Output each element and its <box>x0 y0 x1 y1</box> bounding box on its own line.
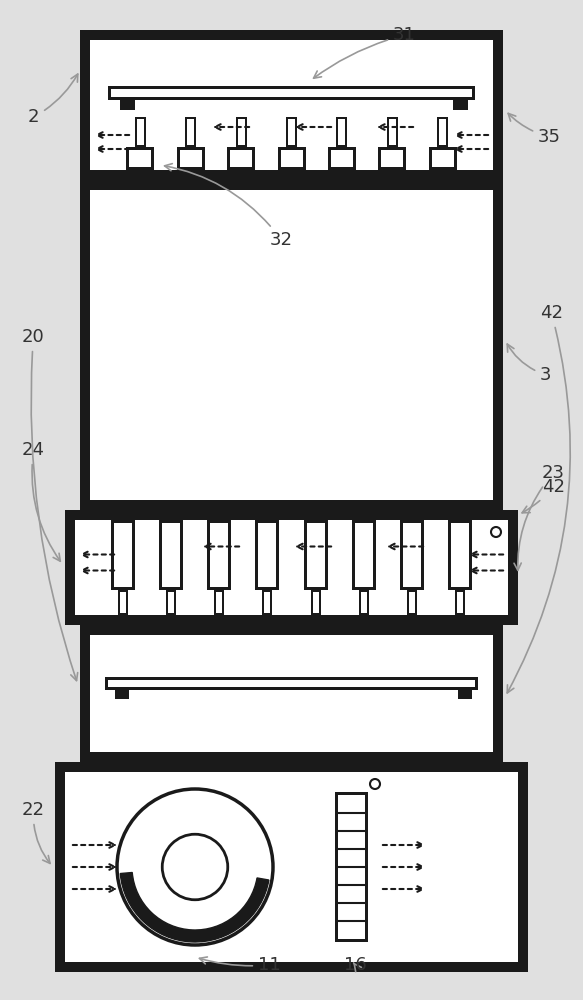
Text: 42: 42 <box>507 304 570 693</box>
Bar <box>180 150 202 167</box>
Bar <box>90 700 493 707</box>
Bar <box>80 180 503 510</box>
Bar <box>262 590 272 615</box>
Bar <box>331 150 353 167</box>
Bar <box>80 110 503 117</box>
Bar <box>236 117 247 147</box>
Bar <box>114 523 132 587</box>
Bar <box>407 590 417 615</box>
Bar <box>354 523 373 587</box>
Bar <box>162 523 180 587</box>
Bar <box>80 625 503 762</box>
Text: 3: 3 <box>507 344 552 384</box>
Bar <box>457 592 463 613</box>
Bar <box>352 520 375 590</box>
Bar <box>409 592 415 613</box>
Bar <box>55 762 528 972</box>
Bar <box>90 190 493 500</box>
Bar <box>361 592 367 613</box>
Bar <box>166 590 176 615</box>
Bar <box>429 147 456 170</box>
Bar <box>387 117 398 147</box>
Bar <box>90 110 493 117</box>
Bar <box>159 520 183 590</box>
Bar <box>177 147 205 170</box>
Bar <box>453 100 468 110</box>
Bar <box>111 89 472 97</box>
Bar <box>129 150 152 167</box>
Bar <box>108 86 475 100</box>
Bar <box>80 700 503 707</box>
Bar <box>215 590 224 615</box>
Bar <box>137 119 144 145</box>
Bar <box>258 523 276 587</box>
Bar <box>127 147 154 170</box>
Text: 20: 20 <box>22 328 78 681</box>
Bar <box>90 635 493 752</box>
Bar <box>208 520 231 590</box>
Bar <box>338 119 345 145</box>
Bar <box>90 40 493 170</box>
Bar <box>439 119 446 145</box>
Bar <box>455 590 465 615</box>
Bar <box>304 520 328 590</box>
Bar <box>120 100 135 110</box>
Text: 35: 35 <box>508 113 561 146</box>
Bar <box>338 795 365 939</box>
Bar <box>278 147 305 170</box>
Text: 16: 16 <box>344 956 367 974</box>
Bar <box>336 117 347 147</box>
Bar <box>286 117 297 147</box>
Bar <box>448 520 472 590</box>
Bar <box>458 690 472 699</box>
Bar <box>378 147 406 170</box>
Bar <box>216 592 222 613</box>
Bar <box>403 523 421 587</box>
Bar <box>105 677 478 690</box>
Bar <box>311 590 321 615</box>
Bar <box>389 119 396 145</box>
Bar <box>185 117 196 147</box>
Bar <box>65 772 518 962</box>
Bar <box>400 520 424 590</box>
Bar <box>307 523 325 587</box>
Bar <box>108 680 475 687</box>
Bar <box>227 147 255 170</box>
Bar <box>255 520 279 590</box>
Text: 32: 32 <box>164 164 293 249</box>
Bar <box>451 523 469 587</box>
Bar <box>80 30 503 180</box>
Bar <box>265 592 271 613</box>
Bar <box>230 150 252 167</box>
Text: 42: 42 <box>522 478 565 513</box>
Bar <box>238 119 245 145</box>
Bar <box>335 792 368 942</box>
Bar <box>288 119 295 145</box>
Bar <box>312 592 318 613</box>
Bar <box>115 690 129 699</box>
Text: 11: 11 <box>199 956 281 974</box>
Bar <box>328 147 356 170</box>
Bar <box>65 510 518 625</box>
Bar <box>118 590 128 615</box>
Text: 23: 23 <box>514 464 565 570</box>
Bar <box>359 590 368 615</box>
Bar <box>75 520 508 615</box>
Text: 22: 22 <box>22 801 50 863</box>
Bar <box>168 592 174 613</box>
Wedge shape <box>120 872 269 942</box>
Bar <box>437 117 448 147</box>
Text: 2: 2 <box>28 74 78 126</box>
Bar <box>120 592 126 613</box>
Bar <box>431 150 454 167</box>
Bar <box>381 150 403 167</box>
Bar <box>210 523 229 587</box>
Bar <box>135 117 146 147</box>
Text: 31: 31 <box>314 26 416 78</box>
Text: 24: 24 <box>22 441 60 561</box>
Bar <box>280 150 303 167</box>
Bar <box>111 520 135 590</box>
Bar <box>187 119 194 145</box>
